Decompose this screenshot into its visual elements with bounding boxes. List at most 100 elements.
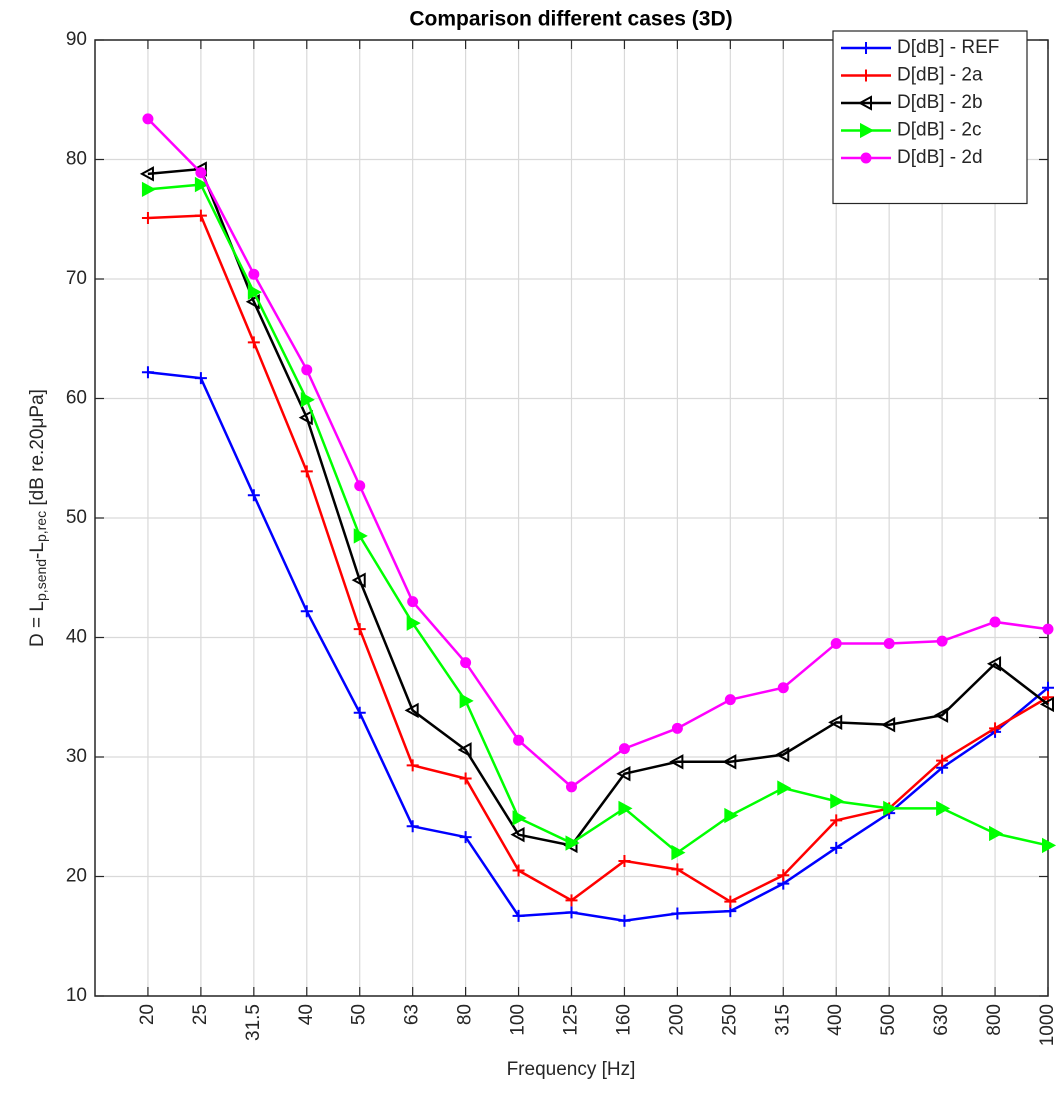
x-tick-label: 125 (561, 1004, 582, 1036)
x-tick-label: 160 (613, 1004, 634, 1036)
marker (936, 635, 948, 647)
marker (671, 844, 686, 861)
legend-marker (860, 122, 875, 139)
y-axis-label-subscript: p,send (33, 559, 49, 601)
y-tick-label: 20 (66, 866, 87, 887)
x-tick-label: 200 (666, 1004, 687, 1036)
marker (883, 800, 898, 817)
x-tick-label: 50 (349, 1004, 370, 1025)
legend-label: D[dB] - 2b (897, 92, 983, 113)
y-tick-label: 40 (66, 627, 87, 648)
legend-marker (860, 42, 872, 54)
marker (671, 722, 683, 734)
marker (247, 336, 260, 349)
y-tick-label: 70 (66, 268, 87, 289)
plot-frame (94, 39, 1049, 997)
x-tick-label: 500 (878, 1004, 899, 1036)
marker (139, 166, 154, 182)
marker (830, 841, 843, 854)
marker (512, 909, 525, 922)
x-tick-label: 31.5 (243, 1004, 264, 1041)
marker (354, 480, 366, 492)
x-tick-label: 80 (455, 1004, 476, 1025)
marker (936, 754, 949, 767)
marker (565, 835, 580, 851)
marker (353, 623, 366, 636)
marker (512, 864, 525, 877)
x-tick-label: 1000 (1037, 1004, 1058, 1046)
marker (724, 895, 737, 908)
legend-box (832, 30, 1028, 205)
y-axis-label-part: -L (27, 542, 48, 559)
marker (830, 814, 843, 827)
legend-label: D[dB] - REF (897, 37, 999, 58)
marker (248, 268, 260, 280)
marker (934, 707, 949, 723)
marker (1039, 696, 1054, 713)
legend-label: D[dB] - 2c (897, 120, 981, 141)
marker (300, 465, 313, 478)
marker (565, 894, 578, 907)
marker (351, 572, 366, 588)
x-axis-label: Frequency [Hz] (507, 1059, 636, 1080)
legend-marker (857, 95, 872, 111)
y-axis-label-subscript: p,rec (33, 511, 49, 542)
x-tick-label: 100 (508, 1004, 529, 1036)
marker (881, 717, 896, 733)
x-tick-label: 250 (719, 1004, 740, 1036)
y-axis-label: D = Lp,send-Lp,rec [dB re.20μPa] (27, 389, 49, 647)
legend-label: D[dB] - 2d (897, 147, 983, 168)
marker (459, 693, 474, 709)
series-line (147, 117, 1049, 789)
marker (989, 722, 1002, 735)
marker (510, 826, 525, 843)
y-tick-label: 60 (66, 388, 87, 409)
marker (1042, 623, 1054, 635)
marker (194, 176, 209, 193)
marker (671, 907, 684, 920)
series-line (147, 370, 1049, 922)
legend-marker (860, 152, 872, 164)
marker (830, 793, 845, 809)
marker (300, 392, 315, 408)
y-axis-label-part: D = L (27, 601, 48, 647)
x-tick-label: 40 (296, 1004, 317, 1025)
marker (194, 372, 207, 385)
marker (141, 212, 154, 225)
marker (406, 820, 419, 833)
marker (459, 831, 472, 844)
series-line (147, 214, 1049, 904)
marker (194, 209, 207, 222)
marker (565, 906, 578, 919)
chart-title: Comparison different cases (3D) (409, 8, 732, 31)
marker (986, 656, 1002, 672)
marker (566, 781, 577, 793)
legend-label: D[dB] - 2a (897, 65, 983, 86)
x-tick-label: 20 (137, 1004, 158, 1025)
marker (512, 810, 527, 826)
marker (247, 284, 262, 300)
marker (722, 754, 737, 770)
marker (777, 780, 792, 796)
marker (616, 766, 631, 782)
marker (775, 746, 790, 763)
marker (618, 800, 633, 817)
marker (883, 637, 895, 649)
marker (777, 682, 789, 694)
marker (353, 528, 368, 544)
marker (298, 409, 313, 426)
y-tick-label: 30 (66, 746, 87, 767)
marker (300, 605, 313, 618)
marker (618, 743, 630, 755)
marker (618, 854, 631, 867)
marker (406, 615, 421, 631)
marker (457, 742, 472, 758)
marker (404, 702, 419, 719)
series-line (147, 183, 1049, 855)
marker (353, 706, 366, 719)
y-tick-label: 90 (66, 29, 87, 50)
marker (460, 657, 472, 669)
marker (1042, 837, 1057, 854)
y-tick-label: 50 (66, 507, 87, 528)
